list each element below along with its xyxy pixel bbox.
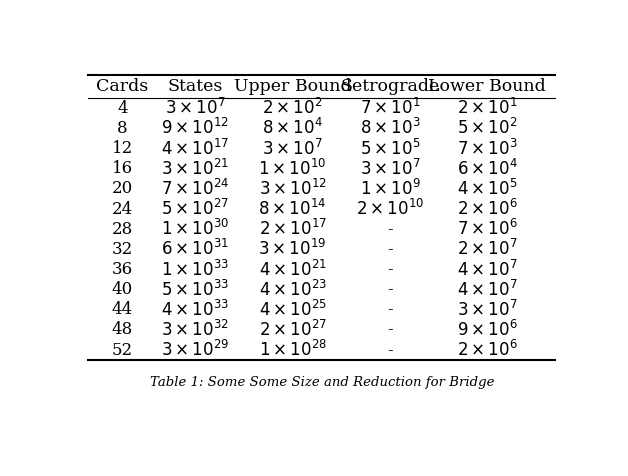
Text: 8: 8 [117, 120, 127, 137]
Text: 12: 12 [112, 140, 133, 157]
Text: $4 \times 10^{23}$: $4 \times 10^{23}$ [259, 279, 327, 300]
Text: $4 \times 10^{25}$: $4 \times 10^{25}$ [259, 300, 327, 320]
Text: $9 \times 10^{6}$: $9 \times 10^{6}$ [457, 320, 518, 340]
Text: $1 \times 10^{28}$: $1 \times 10^{28}$ [259, 340, 327, 360]
Text: $1 \times 10^{9}$: $1 \times 10^{9}$ [359, 179, 421, 199]
Text: $5 \times 10^{33}$: $5 \times 10^{33}$ [161, 279, 229, 300]
Text: $4 \times 10^{33}$: $4 \times 10^{33}$ [161, 300, 229, 320]
Text: $4 \times 10^{21}$: $4 \times 10^{21}$ [259, 259, 327, 279]
Text: 16: 16 [112, 160, 133, 177]
Text: Table 1: Some Some Size and Reduction for Bridge: Table 1: Some Some Size and Reduction fo… [149, 376, 494, 389]
Text: 48: 48 [112, 321, 133, 338]
Text: $1 \times 10^{30}$: $1 \times 10^{30}$ [161, 219, 229, 239]
Text: $1 \times 10^{33}$: $1 \times 10^{33}$ [161, 259, 229, 279]
Text: $3 \times 10^{7}$: $3 \times 10^{7}$ [457, 300, 517, 320]
Text: 52: 52 [112, 342, 133, 358]
Text: -: - [387, 301, 392, 318]
Text: $6 \times 10^{31}$: $6 \times 10^{31}$ [161, 239, 229, 259]
Text: $2 \times 10^{10}$: $2 \times 10^{10}$ [356, 199, 424, 219]
Text: $3 \times 10^{7}$: $3 \times 10^{7}$ [165, 98, 225, 119]
Text: $3 \times 10^{19}$: $3 \times 10^{19}$ [259, 239, 327, 259]
Text: $4 \times 10^{7}$: $4 \times 10^{7}$ [457, 259, 517, 279]
Text: $4 \times 10^{7}$: $4 \times 10^{7}$ [457, 279, 517, 300]
Text: -: - [387, 342, 392, 358]
Text: $9 \times 10^{12}$: $9 \times 10^{12}$ [161, 119, 229, 139]
Text: 44: 44 [112, 301, 133, 318]
Text: $5 \times 10^{27}$: $5 \times 10^{27}$ [161, 199, 229, 219]
Text: -: - [387, 241, 392, 258]
Text: $7 \times 10^{3}$: $7 \times 10^{3}$ [457, 139, 517, 159]
Text: $2 \times 10^{7}$: $2 \times 10^{7}$ [457, 239, 517, 259]
Text: Lower Bound: Lower Bound [428, 79, 546, 95]
Text: $2 \times 10^{6}$: $2 \times 10^{6}$ [457, 199, 518, 219]
Text: Setrograde: Setrograde [340, 79, 440, 95]
Text: 36: 36 [112, 261, 133, 278]
Text: $3 \times 10^{32}$: $3 \times 10^{32}$ [161, 320, 229, 340]
Text: $7 \times 10^{1}$: $7 \times 10^{1}$ [360, 98, 420, 119]
Text: $5 \times 10^{2}$: $5 \times 10^{2}$ [457, 119, 517, 139]
Text: $1 \times 10^{10}$: $1 \times 10^{10}$ [259, 159, 327, 179]
Text: $2 \times 10^{17}$: $2 \times 10^{17}$ [259, 219, 327, 239]
Text: -: - [387, 281, 392, 298]
Text: $8 \times 10^{14}$: $8 \times 10^{14}$ [259, 199, 327, 219]
Text: $4 \times 10^{17}$: $4 \times 10^{17}$ [161, 139, 229, 159]
Text: $2 \times 10^{27}$: $2 \times 10^{27}$ [259, 320, 327, 340]
Text: 4: 4 [117, 100, 127, 117]
Text: States: States [168, 79, 223, 95]
Text: $2 \times 10^{2}$: $2 \times 10^{2}$ [263, 98, 323, 119]
Text: $2 \times 10^{1}$: $2 \times 10^{1}$ [457, 98, 517, 119]
Text: $8 \times 10^{3}$: $8 \times 10^{3}$ [360, 119, 420, 139]
Text: -: - [387, 221, 392, 238]
Text: $3 \times 10^{29}$: $3 \times 10^{29}$ [161, 340, 229, 360]
Text: -: - [387, 261, 392, 278]
Text: $5 \times 10^{5}$: $5 \times 10^{5}$ [360, 139, 420, 159]
Text: 28: 28 [112, 221, 133, 238]
Text: $8 \times 10^{4}$: $8 \times 10^{4}$ [262, 119, 323, 139]
Text: 32: 32 [112, 241, 133, 258]
Text: Cards: Cards [96, 79, 148, 95]
Text: $4 \times 10^{5}$: $4 \times 10^{5}$ [457, 179, 517, 199]
Text: $3 \times 10^{7}$: $3 \times 10^{7}$ [360, 159, 420, 179]
Text: $6 \times 10^{4}$: $6 \times 10^{4}$ [457, 159, 518, 179]
Text: $7 \times 10^{24}$: $7 \times 10^{24}$ [161, 179, 229, 199]
Text: $3 \times 10^{7}$: $3 \times 10^{7}$ [263, 139, 323, 159]
Text: Upper Bound: Upper Bound [234, 79, 352, 95]
Text: 24: 24 [112, 200, 133, 218]
Text: $3 \times 10^{21}$: $3 \times 10^{21}$ [161, 159, 229, 179]
Text: 40: 40 [112, 281, 133, 298]
Text: 20: 20 [112, 180, 133, 198]
Text: $7 \times 10^{6}$: $7 \times 10^{6}$ [457, 219, 518, 239]
Text: $2 \times 10^{6}$: $2 \times 10^{6}$ [457, 340, 518, 360]
Text: -: - [387, 321, 392, 338]
Text: $3 \times 10^{12}$: $3 \times 10^{12}$ [259, 179, 327, 199]
